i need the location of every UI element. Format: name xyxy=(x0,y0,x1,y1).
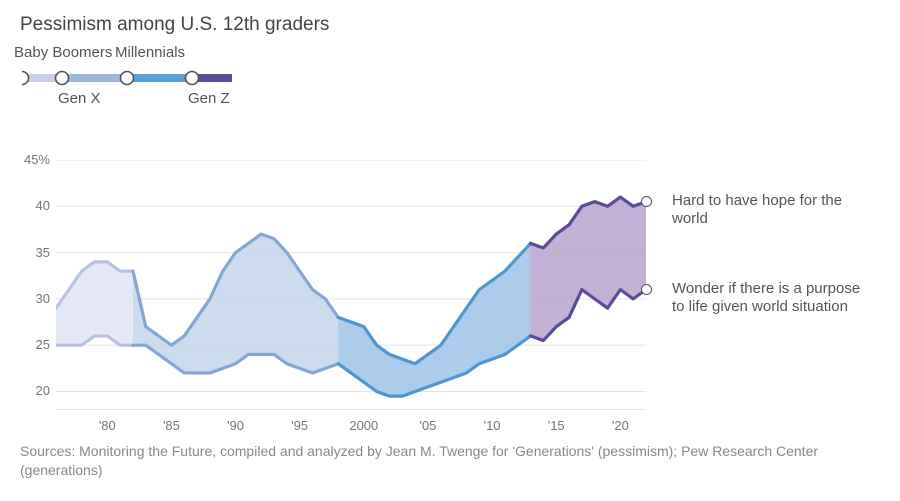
x-tick-label: '95 xyxy=(285,418,315,433)
legend-label-millennials: Millennials xyxy=(115,44,185,61)
x-tick-label: '10 xyxy=(477,418,507,433)
x-tick-label: '90 xyxy=(221,418,251,433)
x-tick-label: '20 xyxy=(605,418,635,433)
x-tick-label: '80 xyxy=(92,418,122,433)
annotation-marker xyxy=(641,284,652,295)
legend-seg-gen-x xyxy=(62,74,127,82)
x-tick-label: 2000 xyxy=(349,418,379,433)
area-gen-z xyxy=(531,197,646,341)
legend-seg-millennials xyxy=(127,74,192,82)
pessimism-chart xyxy=(56,160,646,410)
chart-title: Pessimism among U.S. 12th graders xyxy=(20,14,329,36)
annotation-top: Hard to have hope for the world xyxy=(672,192,872,230)
y-tick-label: 20 xyxy=(16,383,50,398)
x-tick-label: '05 xyxy=(413,418,443,433)
legend-label-gen-x: Gen X xyxy=(58,90,101,107)
area-millennials xyxy=(338,243,530,396)
legend-label-gen-z: Gen Z xyxy=(188,90,230,107)
y-tick-label: 40 xyxy=(16,198,50,213)
generation-legend: Baby BoomersMillennialsGen XGen Z xyxy=(22,44,272,114)
area-baby-boomers xyxy=(56,262,133,345)
legend-marker-icon xyxy=(121,72,134,85)
annotation-bottom: Wonder if there is a purpose to life giv… xyxy=(672,280,872,318)
legend-marker-icon xyxy=(186,72,199,85)
y-tick-label: 45% xyxy=(16,152,50,167)
sources-text: Sources: Monitoring the Future, compiled… xyxy=(20,442,840,480)
y-tick-label: 35 xyxy=(16,245,50,260)
y-tick-label: 30 xyxy=(16,291,50,306)
annotation-marker xyxy=(641,196,652,207)
legend-label-baby-boomers: Baby Boomers xyxy=(14,44,112,61)
legend-marker-icon xyxy=(22,72,29,85)
x-tick-label: '15 xyxy=(541,418,571,433)
y-tick-label: 25 xyxy=(16,337,50,352)
legend-marker-icon xyxy=(56,72,69,85)
x-tick-label: '85 xyxy=(156,418,186,433)
